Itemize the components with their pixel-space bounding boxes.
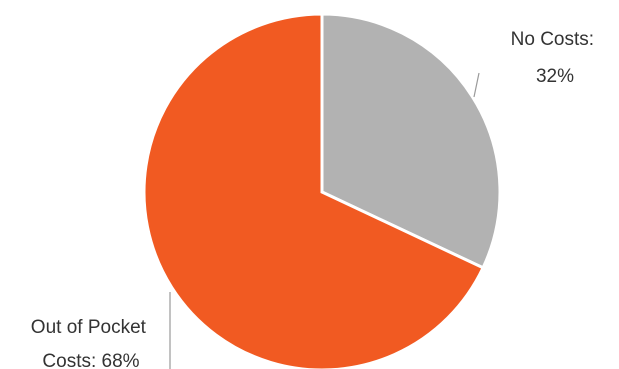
slice-label-no-costs-line-1: No Costs: bbox=[511, 29, 594, 50]
slice-label-no-costs-line-2: 32% bbox=[536, 66, 574, 87]
slice-label-out-of-pocket-line-2: Costs: 68% bbox=[42, 351, 139, 369]
pie-slice-no-costs bbox=[320, 12, 502, 270]
pie-slices bbox=[142, 12, 502, 369]
slice-label-no-costs: No Costs: 32% bbox=[511, 29, 600, 87]
leader-lines bbox=[169, 72, 480, 369]
leader-line-no-costs bbox=[473, 72, 480, 98]
slice-label-out-of-pocket: Out of Pocket Costs: 68% bbox=[31, 317, 151, 369]
slice-label-out-of-pocket-line-1: Out of Pocket bbox=[31, 317, 147, 338]
pie-slice-out-of-pocket-costs bbox=[142, 12, 486, 369]
slice-labels: No Costs: 32% Out of Pocket Costs: 68% bbox=[31, 29, 600, 369]
